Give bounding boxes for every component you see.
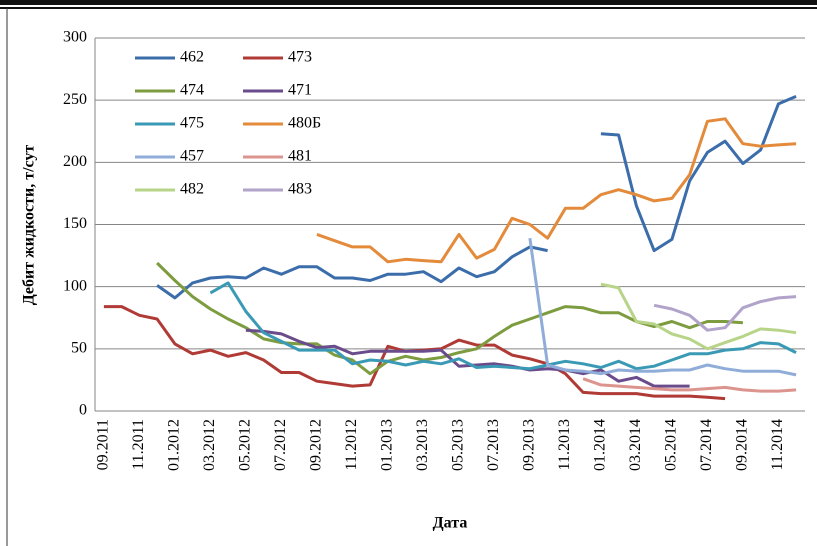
x-tick-label: 03.2012 <box>201 419 218 471</box>
legend-label: 480Б <box>288 115 321 132</box>
x-tick-label: 07.2013 <box>485 419 502 471</box>
x-tick-label: 01.2012 <box>166 419 183 471</box>
legend-label: 481 <box>288 148 312 165</box>
series-line <box>316 117 797 264</box>
series-line <box>528 237 797 377</box>
x-tick-label: 09.2012 <box>308 419 325 471</box>
series-line <box>653 295 797 332</box>
y-tick-label: 0 <box>79 402 87 419</box>
x-tick-label: 03.2013 <box>414 419 431 471</box>
x-tick-label: 05.2013 <box>450 419 467 471</box>
legend-label: 473 <box>288 49 312 66</box>
legend-label: 482 <box>180 181 204 198</box>
series-line <box>156 95 797 300</box>
legend-label: 474 <box>180 82 204 99</box>
x-tick-label: 05.2014 <box>663 419 680 471</box>
x-tick-label: 05.2012 <box>237 419 254 471</box>
x-tick-label: 01.2014 <box>592 419 609 471</box>
y-tick-label: 200 <box>63 153 87 170</box>
x-tick-label: 01.2013 <box>379 419 396 471</box>
y-tick-label: 250 <box>63 91 87 108</box>
x-tick-label: 11.2011 <box>130 419 147 470</box>
legend-label: 457 <box>180 148 204 165</box>
y-tick-label: 300 <box>63 29 87 46</box>
x-tick-label: 07.2014 <box>698 419 715 471</box>
legend-label: 475 <box>180 115 204 132</box>
x-tick-label: 11.2014 <box>769 419 786 470</box>
y-tick-label: 50 <box>71 340 87 357</box>
x-tick-label: 11.2013 <box>556 419 573 470</box>
x-axis-title: Дата <box>433 515 468 532</box>
y-tick-label: 150 <box>63 215 87 232</box>
legend-label: 483 <box>288 181 312 198</box>
legend-label: 471 <box>288 82 312 99</box>
x-tick-label: 09.2013 <box>521 419 538 471</box>
top-bar <box>0 0 817 5</box>
series-line <box>209 281 797 371</box>
series-line <box>600 282 797 351</box>
series-line <box>245 328 690 388</box>
series-line <box>582 377 797 393</box>
y-axis-title: Дебит жидкости, т/сут <box>21 145 38 306</box>
y-tick-label: 100 <box>63 277 87 294</box>
x-tick-label: 11.2012 <box>343 419 360 470</box>
legend-label: 462 <box>180 49 204 66</box>
x-tick-label: 07.2012 <box>272 419 289 471</box>
x-tick-label: 09.2014 <box>734 419 751 471</box>
x-tick-label: 03.2014 <box>627 419 644 471</box>
x-tick-label: 09.2011 <box>95 419 112 470</box>
